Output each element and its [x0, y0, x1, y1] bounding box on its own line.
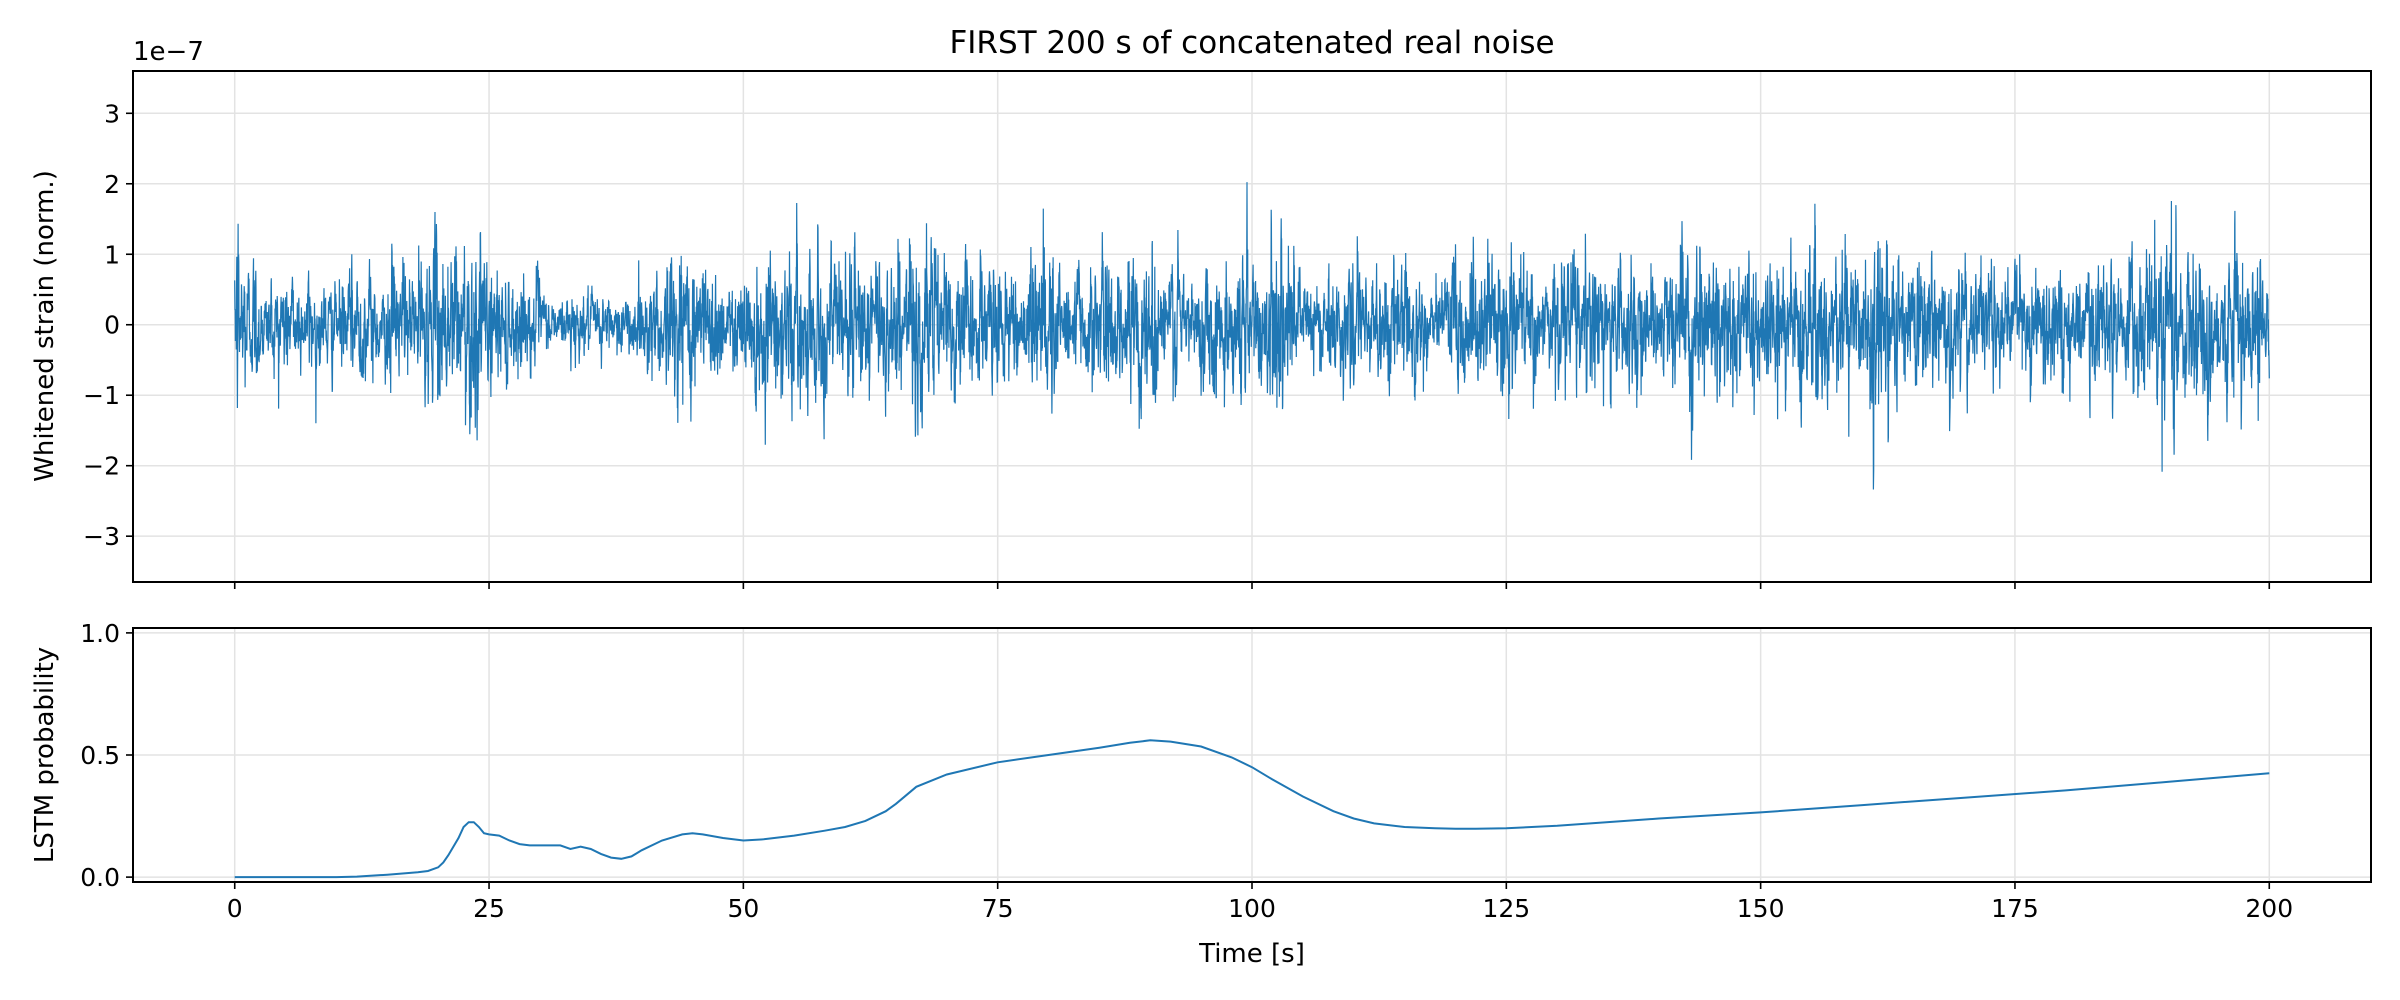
strain-y-tick-label: −1: [83, 381, 120, 410]
strain-y-tick-label: 3: [104, 99, 120, 128]
strain-plot-area: [234, 182, 2270, 490]
x-tick-label: 175: [1991, 894, 2039, 923]
x-tick-label: 100: [1228, 894, 1276, 923]
x-axis-label: Time [s]: [1198, 939, 1305, 969]
chart-title: FIRST 200 s of concatenated real noise: [949, 25, 1554, 61]
probability-y-tick-label: 0.0: [80, 863, 120, 892]
strain-y-tick-label: 1: [104, 240, 120, 269]
probability-grid: [133, 628, 2371, 882]
strain-y-tick-label: −2: [83, 452, 120, 481]
strain-series-line: [234, 182, 2270, 490]
strain-y-axis-label: Whitened strain (norm.): [30, 170, 60, 482]
probability-y-ticks: 0.0 0.5 1.0: [80, 619, 133, 892]
probability-y-tick-label: 1.0: [80, 619, 120, 648]
probability-series-line: [234, 739, 2270, 879]
x-tick-label: 200: [2245, 894, 2293, 923]
strain-y-tick-label: −3: [83, 522, 120, 551]
probability-y-axis-label: LSTM probability: [30, 647, 60, 863]
strain-offset-label: 1e−7: [133, 37, 204, 67]
strain-x-ticks: [233, 582, 2271, 589]
probability-panel: 0 25 50 75 100 125 150 175 200 0.0 0.5 1.0 Time [s…: [30, 619, 2372, 969]
x-tick-label: 25: [473, 894, 505, 923]
strain-y-tick-label: 0: [104, 311, 120, 340]
strain-y-ticks: −3 −2 −1 0 1 2 3: [83, 99, 133, 551]
strain-panel: −3 −2 −1 0 1 2 3 FIRST 200 s of concatenated r…: [30, 25, 2372, 589]
probability-y-tick-label: 0.5: [80, 741, 120, 770]
probability-x-ticks: 0 25 50 75 100 125 150 175 200: [227, 882, 2293, 923]
strain-y-tick-label: 2: [104, 170, 120, 199]
x-tick-label: 0: [227, 894, 243, 923]
x-tick-label: 150: [1737, 894, 1785, 923]
x-tick-label: 125: [1482, 894, 1530, 923]
x-tick-label: 75: [982, 894, 1014, 923]
x-tick-label: 50: [727, 894, 759, 923]
